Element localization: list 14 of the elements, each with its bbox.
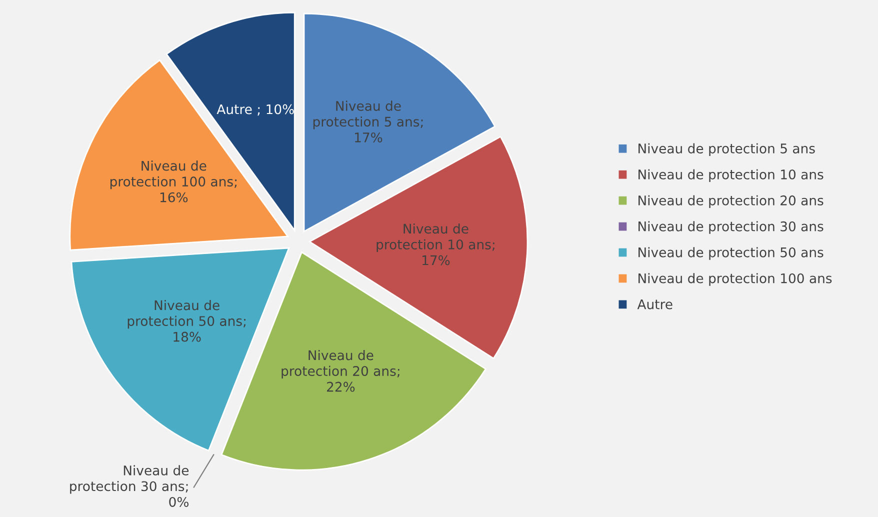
legend-label: Niveau de protection 10 ans	[638, 169, 824, 182]
data-label: Niveau de protection 5 ans; 17%	[313, 100, 423, 142]
legend-label: Niveau de protection 5 ans	[638, 143, 815, 156]
data-label: Niveau de protection 100 ans; 16%	[110, 160, 236, 202]
legend-label: Autre	[637, 299, 672, 310]
data-label: Niveau de protection 10 ans; 17%	[376, 223, 494, 266]
legend-label: Niveau de protection 30 ans	[638, 221, 824, 234]
text: Niveau de protection 30 ans; 0%	[70, 465, 189, 507]
data-label: Niveau de protection 20 ans; 22%	[282, 350, 400, 392]
data-label: Niveau de protection 50 ans; 18%	[128, 300, 246, 342]
data-label: Autre ; 10%	[216, 104, 294, 116]
legend-label: Niveau de protection 20 ans	[638, 195, 824, 208]
legend-label: Niveau de protection 100 ans	[638, 273, 832, 286]
legend-label: Niveau de protection 50 ans	[638, 247, 824, 260]
